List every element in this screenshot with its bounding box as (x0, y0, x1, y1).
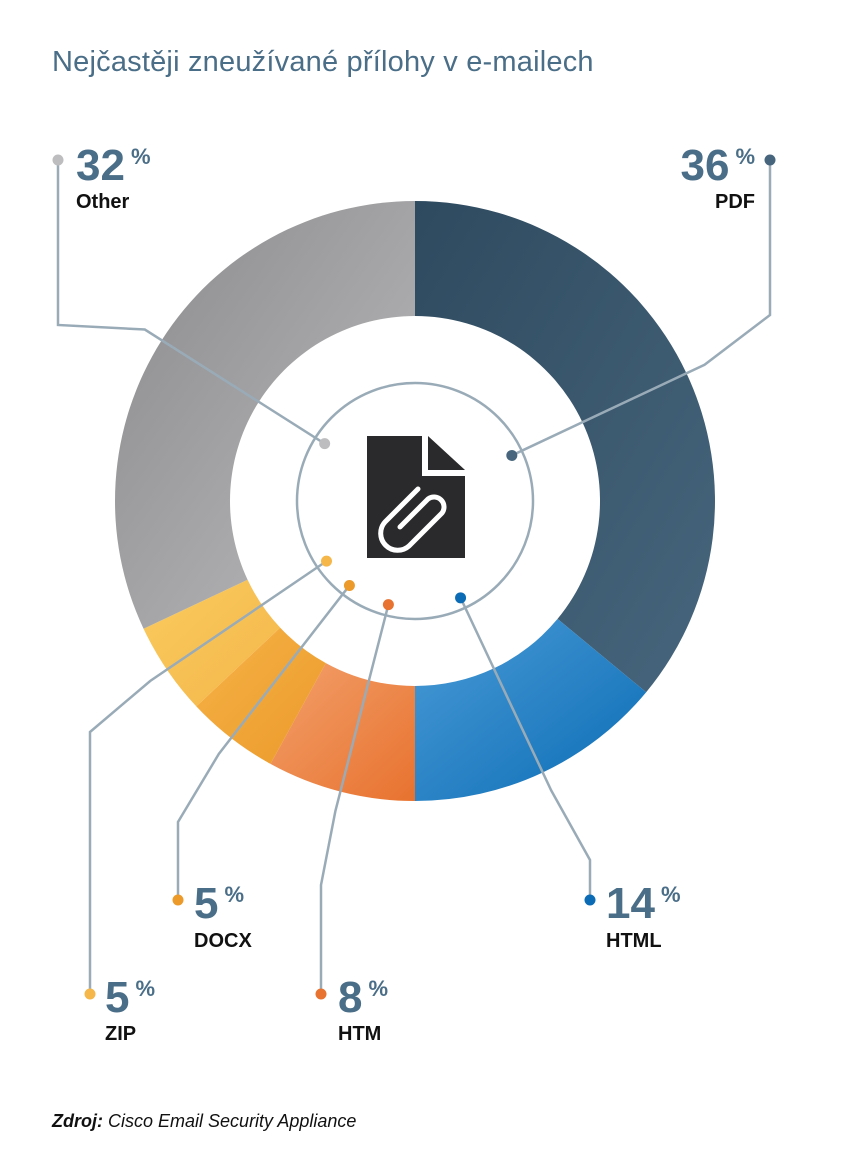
ring-dot-other (319, 438, 331, 450)
category-label-html: HTML (606, 930, 662, 952)
chart-title: Nejčastěji zneužívané přílohy v e-mailec… (52, 46, 594, 78)
leader-htm (319, 604, 390, 994)
label-dot-htm (315, 988, 327, 1000)
leader-docx (176, 584, 351, 900)
leader-zip (88, 560, 328, 994)
label-dot-docx (172, 894, 184, 906)
category-label-docx: DOCX (194, 930, 252, 952)
label-dot-other (52, 154, 64, 166)
value-label-docx: 5% (194, 879, 244, 928)
value-label-htm: 8% (338, 973, 388, 1022)
leader-other (56, 160, 326, 445)
slice-htm (270, 663, 415, 801)
label-dot-zip (84, 988, 96, 1000)
value-label-html: 14% (606, 879, 681, 928)
source-label: Zdroj: (52, 1111, 103, 1131)
leader-pdf (511, 160, 772, 457)
slice-docx (196, 627, 326, 764)
ring-dot-zip (321, 555, 333, 567)
attachment-file-icon (367, 436, 465, 558)
category-label-htm: HTM (338, 1023, 381, 1045)
label-dot-html (584, 894, 596, 906)
value-label-other: 32% (76, 141, 151, 190)
slice-pdf (415, 201, 715, 693)
source-text: Cisco Email Security Appliance (108, 1111, 357, 1131)
source-note: Zdroj: Cisco Email Security Appliance (52, 1111, 356, 1132)
inner-ring (295, 381, 535, 621)
ring-dot-htm (382, 599, 394, 611)
leader-html (459, 597, 592, 900)
category-label-pdf: PDF (715, 191, 755, 213)
slice-html (415, 618, 647, 801)
ring-dot-html (455, 592, 467, 604)
ring-dot-pdf (506, 449, 518, 461)
category-label-other: Other (76, 191, 130, 213)
ring-dot-docx (343, 580, 355, 592)
value-label-zip: 5% (105, 973, 155, 1022)
slice-zip (143, 579, 281, 707)
value-label-pdf: 36% (680, 141, 755, 190)
slice-other (115, 201, 415, 629)
category-label-zip: ZIP (105, 1023, 136, 1045)
label-dot-pdf (764, 154, 776, 166)
